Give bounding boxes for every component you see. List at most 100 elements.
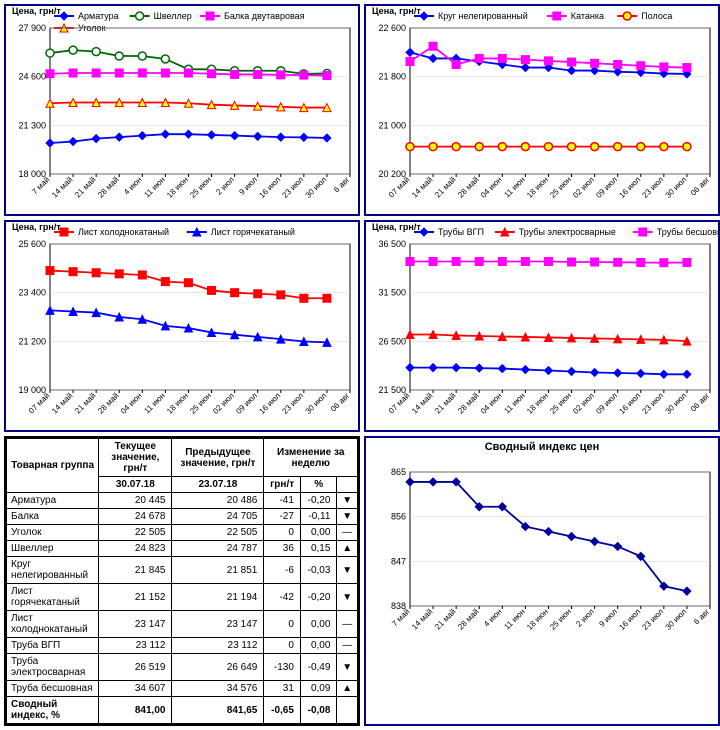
svg-text:16 июл: 16 июл [257,391,282,416]
svg-text:Цена, грн/т: Цена, грн/т [12,222,61,232]
svg-text:11 июн: 11 июн [502,607,526,631]
svg-text:16 июл: 16 июл [617,607,642,632]
table-row: Швеллер24 82324 787360,15▲ [7,541,358,557]
th-arrow [337,477,358,493]
table-row: Труба бесшовная34 60734 576310,09▲ [7,681,358,697]
svg-text:11 июн: 11 июн [502,391,526,415]
svg-text:04 июн: 04 июн [479,175,504,200]
svg-text:21 май: 21 май [73,391,97,415]
svg-text:02 июл: 02 июл [571,391,596,416]
svg-text:25 июн: 25 июн [188,391,213,416]
table-row: Труба электросварная26 51926 649-130-0,4… [7,654,358,681]
th-prev: Предыдущее значение, грн/т [172,439,264,477]
svg-text:14 май: 14 май [50,175,74,199]
svg-text:09 июл: 09 июл [234,391,259,416]
svg-text:06 авг: 06 авг [689,175,712,198]
svg-text:06 авг: 06 авг [689,391,712,414]
svg-text:6 авг: 6 авг [692,607,711,626]
svg-text:25 июн: 25 июн [548,391,573,416]
table-row: Арматура20 44520 486-41-0,20▼ [7,493,358,509]
price-table-panel: Товарная группа Текущее значение, грн/т … [4,436,360,726]
svg-text:4 июн: 4 июн [122,175,144,197]
th-current: Текущее значение, грн/т [99,439,172,477]
table-summary-row: Сводный индекс, %841,00841,65-0,65-0,08 [7,697,358,724]
svg-text:06 авг: 06 авг [329,391,352,414]
svg-text:Лист горячекатаный: Лист горячекатаный [211,227,295,237]
svg-text:04 июн: 04 июн [119,391,144,416]
svg-text:21 300: 21 300 [18,120,46,130]
svg-text:16 июл: 16 июл [257,175,282,200]
svg-text:Цена, грн/т: Цена, грн/т [372,6,421,16]
svg-text:6 авг: 6 авг [332,175,351,194]
svg-text:02 июл: 02 июл [571,175,596,200]
svg-text:28 май: 28 май [96,175,120,199]
svg-text:2 июл: 2 июл [214,175,236,197]
svg-text:09 июл: 09 июл [594,175,619,200]
svg-text:23 июл: 23 июл [640,175,665,200]
svg-text:28 май: 28 май [96,391,120,415]
svg-text:25 июн: 25 июн [188,175,213,200]
price-table: Товарная группа Текущее значение, грн/т … [6,438,358,724]
th-prev-date: 23.07.18 [172,477,264,493]
svg-text:Круг нелегированный: Круг нелегированный [438,11,528,21]
svg-text:18 июн: 18 июн [165,175,190,200]
chart-panel-1: АрматураШвеллерБалка двутавроваяУголокЦе… [4,4,360,216]
svg-text:30 июл: 30 июл [664,607,689,632]
svg-text:21 май: 21 май [433,175,457,199]
svg-text:847: 847 [391,556,406,566]
svg-text:16 июл: 16 июл [617,175,642,200]
table-row: Уголок22 50522 50500,00— [7,525,358,541]
svg-text:16 июл: 16 июл [617,391,642,416]
svg-text:865: 865 [391,467,406,477]
svg-text:23 июл: 23 июл [640,391,665,416]
svg-text:Катанка: Катанка [571,11,604,21]
svg-text:30 июл: 30 июл [304,175,329,200]
svg-text:Трубы электросварные: Трубы электросварные [519,227,616,237]
chart-panel-5: Сводный индекс цен8388478568657 май14 ма… [364,436,720,726]
svg-text:23 июл: 23 июл [280,175,305,200]
chart-panel-4: Трубы ВГПТрубы электросварныеТрубы бесшо… [364,220,720,432]
svg-text:11 июн: 11 июн [142,175,166,199]
svg-text:25 июн: 25 июн [548,607,573,632]
svg-text:11 июн: 11 июн [502,175,526,199]
svg-text:Трубы ВГП: Трубы ВГП [438,227,484,237]
svg-text:22 600: 22 600 [378,23,406,33]
svg-text:30 июл: 30 июл [664,391,689,416]
svg-text:18 июн: 18 июн [525,175,550,200]
svg-text:4 июн: 4 июн [482,607,504,629]
svg-text:Полоса: Полоса [641,11,672,21]
svg-text:21 200: 21 200 [18,336,46,346]
svg-text:Лист холоднокатаный: Лист холоднокатаный [78,227,169,237]
svg-text:28 май: 28 май [456,391,480,415]
chart-panel-2: Круг нелегированный Катанка Полоса Цена, гр… [364,4,720,216]
svg-text:30 июл: 30 июл [304,391,329,416]
svg-text:21 800: 21 800 [378,72,406,82]
th-d-pct: % [300,477,337,493]
svg-text:14 май: 14 май [410,607,434,631]
table-row: Лист горячекатаный21 15221 194-42-0,20▼ [7,584,358,611]
svg-text:Балка двутавровая: Балка двутавровая [224,11,305,21]
table-row: Круг нелегированный21 84521 851-6-0,03▼ [7,557,358,584]
svg-text:31 500: 31 500 [378,288,406,298]
svg-text:25 600: 25 600 [18,239,46,249]
table-body: Арматура20 44520 486-41-0,20▼Балка24 678… [7,493,358,724]
th-cur-date: 30.07.18 [99,477,172,493]
svg-text:Цена, грн/т: Цена, грн/т [12,6,61,16]
svg-text:11 июн: 11 июн [142,391,166,415]
svg-text:36 500: 36 500 [378,239,406,249]
svg-text:2 июл: 2 июл [574,607,596,629]
svg-text:21 000: 21 000 [378,120,406,130]
svg-text:23 июл: 23 июл [280,391,305,416]
svg-text:18 июн: 18 июн [525,391,550,416]
svg-text:14 май: 14 май [50,391,74,415]
svg-text:Арматура: Арматура [78,11,119,21]
table-row: Балка24 67824 705-27-0,11▼ [7,509,358,525]
svg-text:30 июл: 30 июл [664,175,689,200]
svg-text:28 май: 28 май [456,175,480,199]
dashboard-grid: АрматураШвеллерБалка двутавроваяУголокЦе… [0,0,720,730]
svg-text:Цена, грн/т: Цена, грн/т [372,222,421,232]
svg-text:Швеллер: Швеллер [154,11,192,21]
svg-text:21 май: 21 май [433,607,457,631]
svg-text:23 400: 23 400 [18,288,46,298]
th-change: Изменение за неделю [264,439,358,477]
